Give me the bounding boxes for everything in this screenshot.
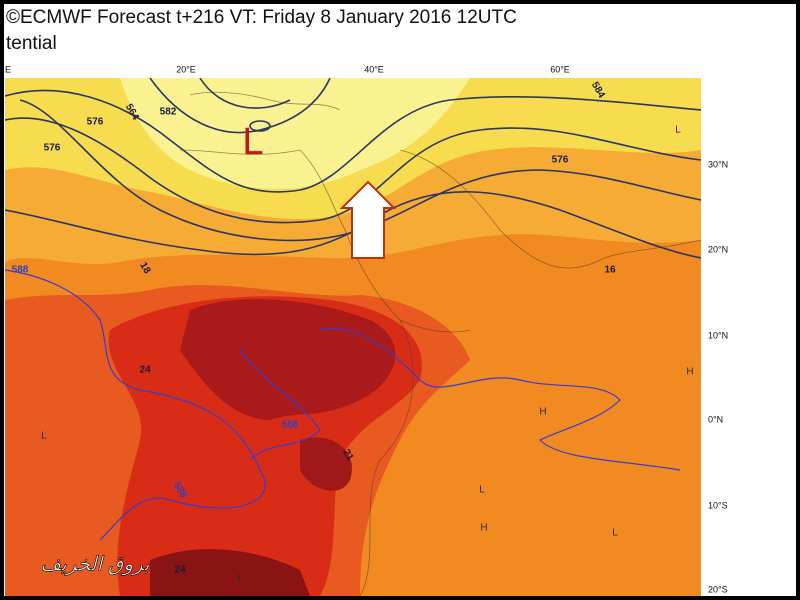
longitude-label: E — [5, 64, 11, 74]
field-dark-red-south — [150, 549, 310, 596]
latitude-label: 10°S — [708, 500, 728, 510]
contour-label: 576 — [44, 143, 61, 154]
latitude-label: 20°S — [708, 584, 728, 594]
latitude-label: 30°N — [708, 159, 728, 169]
subtitle: tential — [6, 33, 57, 54]
contour-label: 16 — [604, 265, 616, 276]
isoline-blue — [239, 349, 321, 461]
low-contour — [249, 120, 271, 132]
contour-label: 588 — [282, 420, 299, 431]
latitude-label: 0°N — [708, 414, 723, 424]
coastline — [399, 149, 701, 269]
title: ©ECMWF Forecast t+216 VT: Friday 8 Janua… — [6, 7, 517, 28]
latitude-label: 20°N — [708, 244, 728, 254]
contour-label: 576 — [552, 155, 569, 166]
pressure-label: H — [539, 407, 546, 418]
pressure-label: H — [480, 523, 487, 534]
contour-label: 588 — [12, 265, 29, 276]
contour-line — [199, 78, 291, 109]
isoline-blue — [319, 327, 681, 471]
pressure-label: L — [237, 573, 243, 584]
contour-line — [5, 89, 701, 193]
longitude-label: 40°E — [364, 64, 384, 74]
contour-label: 576 — [87, 117, 104, 128]
contour-line — [149, 78, 331, 134]
pressure-label: L — [675, 125, 681, 136]
low-marker: L — [242, 121, 263, 163]
coastline — [299, 149, 471, 596]
latitude-label: 10°N — [708, 330, 728, 340]
map-area — [5, 78, 701, 596]
arrow — [339, 180, 397, 259]
contour-label: 24 — [139, 365, 151, 376]
coastline — [179, 91, 341, 155]
field-dark-red-east — [300, 437, 352, 491]
isoline-blue — [5, 269, 266, 541]
contour-label: 21 — [340, 448, 355, 464]
pressure-label: L — [41, 431, 47, 442]
longitude-label: 20°E — [176, 64, 196, 74]
watermark: بروق الخريف — [40, 553, 150, 575]
pressure-label: H — [686, 367, 693, 378]
longitude-label: 60°E — [550, 64, 570, 74]
contour-line — [5, 117, 701, 224]
contour-label: 582 — [160, 107, 177, 118]
pressure-label: L — [479, 485, 485, 496]
pressure-label: L — [612, 528, 618, 539]
contour-label: 18 — [137, 261, 152, 277]
right-margin — [701, 60, 796, 596]
contour-label: 24 — [174, 565, 186, 576]
field-pale-yellow — [120, 78, 470, 189]
